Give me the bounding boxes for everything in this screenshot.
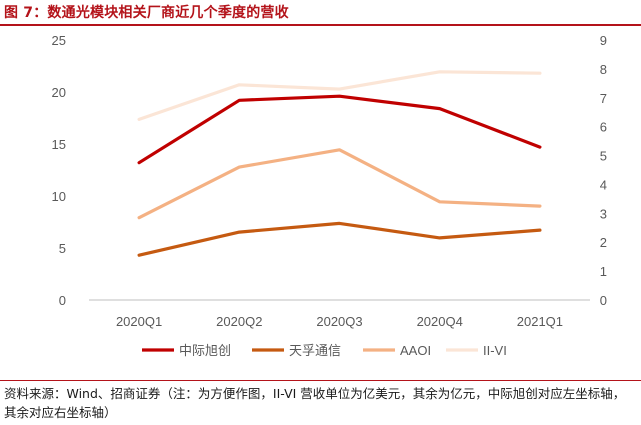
right-tick-label: 1: [600, 264, 607, 279]
left-tick-label: 5: [59, 241, 66, 256]
chart-background: [0, 26, 641, 378]
right-tick-label: 8: [600, 62, 607, 77]
x-tick-label: 2020Q3: [316, 314, 362, 329]
right-tick-label: 0: [600, 293, 607, 308]
legend-label: II-VI: [483, 343, 507, 358]
right-tick-label: 6: [600, 120, 607, 135]
left-tick-label: 25: [52, 33, 66, 48]
legend-label: AAOI: [400, 343, 431, 358]
right-tick-label: 2: [600, 235, 607, 250]
series-line-中际旭创: [137, 94, 542, 165]
left-tick-label: 0: [59, 293, 66, 308]
legend: 中际旭创 天孚通信 AAOI II-VI: [142, 343, 507, 358]
left-axis-ticks: 0 5 10 15 20 25: [52, 33, 66, 308]
right-tick-label: 5: [600, 149, 607, 164]
footer-rule: [0, 380, 641, 381]
x-tick-label: 2021Q1: [517, 314, 563, 329]
series-line-天孚通信: [137, 221, 542, 257]
legend-label: 中际旭创: [179, 343, 231, 358]
x-axis-ticks: 2020Q1 2020Q2 2020Q3 2020Q4 2021Q1: [116, 314, 563, 329]
right-tick-label: 3: [600, 206, 607, 221]
source-note: 资料来源：Wind、招商证券（注：为方便作图，II-VI 营收单位为亿美元，其余…: [4, 386, 626, 420]
series-lines: [137, 70, 542, 257]
revenue-line-chart: 0 5 10 15 20 25 0 1 2 3 4 5 6 7 8 9 2020Q1 2020Q2 2020Q3…: [0, 26, 641, 378]
x-tick-label: 2020Q1: [116, 314, 162, 329]
legend-label: 天孚通信: [289, 343, 341, 358]
right-tick-label: 9: [600, 33, 607, 48]
right-tick-label: 7: [600, 91, 607, 106]
title-rule: [0, 24, 641, 26]
right-tick-label: 4: [600, 177, 607, 192]
left-tick-label: 20: [52, 85, 66, 100]
left-tick-label: 15: [52, 137, 66, 152]
series-line-II-VI: [137, 70, 542, 122]
right-axis-ticks: 0 1 2 3 4 5 6 7 8 9: [600, 33, 607, 308]
x-tick-label: 2020Q2: [216, 314, 262, 329]
left-tick-label: 10: [52, 189, 66, 204]
series-line-AAOI: [137, 148, 542, 220]
figure-title: 图 7：数通光模块相关厂商近几个季度的营收: [4, 5, 289, 21]
x-tick-label: 2020Q4: [417, 314, 463, 329]
